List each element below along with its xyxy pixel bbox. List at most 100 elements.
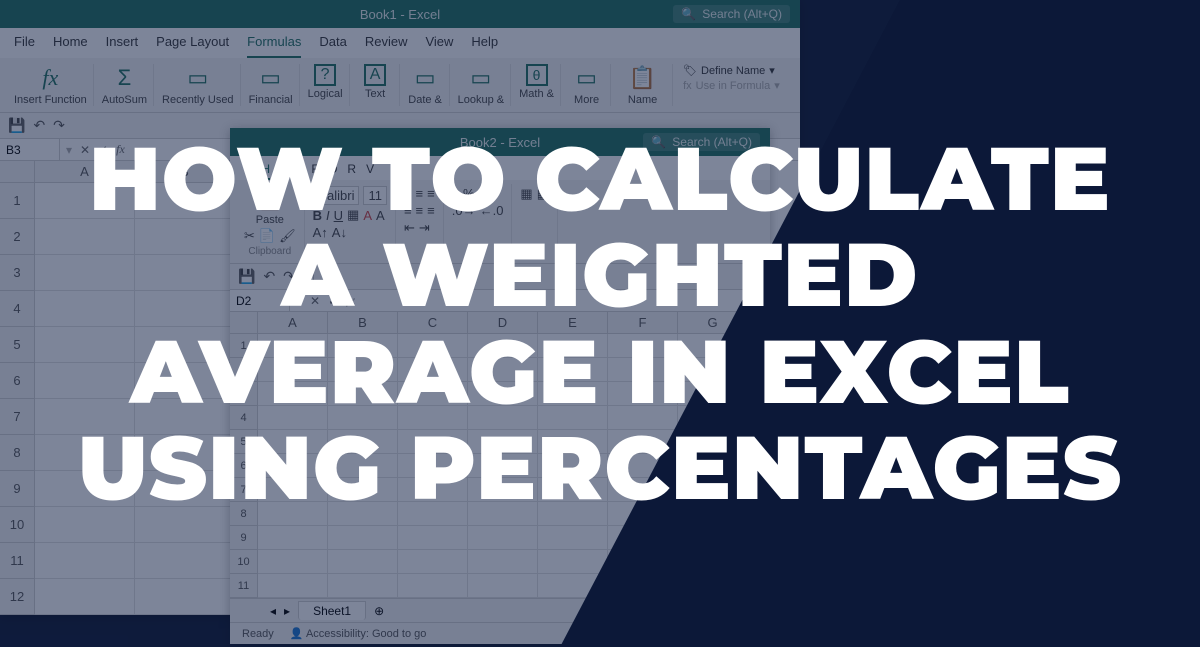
cell[interactable] xyxy=(328,382,398,406)
row-header[interactable]: 4 xyxy=(0,291,35,327)
cell[interactable] xyxy=(398,526,468,550)
row-header[interactable]: 12 xyxy=(0,579,35,615)
select-all-corner-front[interactable] xyxy=(230,312,258,334)
math-trig-button[interactable]: θ Math & xyxy=(513,64,561,106)
cell[interactable] xyxy=(35,543,135,579)
row-header[interactable]: 11 xyxy=(230,574,258,598)
row-header[interactable]: 10 xyxy=(230,550,258,574)
cell[interactable] xyxy=(468,430,538,454)
decrease-indent-icon[interactable]: ⇤ xyxy=(404,220,415,236)
cell[interactable] xyxy=(258,478,328,502)
copy-icon[interactable]: 📄 xyxy=(259,228,275,244)
conditional-format-icon[interactable]: ▦ xyxy=(520,186,532,202)
cell[interactable] xyxy=(538,526,608,550)
cell[interactable] xyxy=(258,454,328,478)
tab-data-front[interactable]: D xyxy=(329,162,338,180)
column-header[interactable]: A xyxy=(258,312,328,334)
font-size-select[interactable]: 11 xyxy=(363,186,387,205)
align-center-icon[interactable]: ≡ xyxy=(416,203,424,218)
cell[interactable] xyxy=(468,454,538,478)
cell[interactable] xyxy=(328,430,398,454)
recently-used-button[interactable]: ▭ Recently Used xyxy=(156,64,241,106)
cell[interactable] xyxy=(328,526,398,550)
cell[interactable] xyxy=(398,382,468,406)
formula-bar-front[interactable]: ▾ ✕✓ fx xyxy=(290,290,770,311)
cell[interactable] xyxy=(398,358,468,382)
date-time-button[interactable]: ▭ Date & xyxy=(402,64,450,106)
column-header[interactable]: F xyxy=(608,312,678,334)
cell[interactable] xyxy=(678,334,748,358)
underline-button[interactable]: U xyxy=(334,208,343,223)
cell[interactable] xyxy=(258,526,328,550)
cell[interactable] xyxy=(678,526,748,550)
save-icon[interactable]: 💾 xyxy=(8,117,25,134)
cell[interactable] xyxy=(258,358,328,382)
cell[interactable] xyxy=(135,543,235,579)
search-box-back[interactable]: 🔍 Search (Alt+Q) xyxy=(673,5,790,23)
row-header[interactable]: 2 xyxy=(0,219,35,255)
tab-home-front[interactable]: H xyxy=(261,162,270,180)
search-box-front[interactable]: 🔍 Search (Alt+Q) xyxy=(643,133,760,151)
row-header[interactable]: 7 xyxy=(0,399,35,435)
cell[interactable] xyxy=(608,358,678,382)
cell[interactable] xyxy=(328,358,398,382)
tab-page-layout-front[interactable]: P xyxy=(293,162,301,180)
tab-help[interactable]: Help xyxy=(471,34,498,58)
align-bottom-icon[interactable]: ≡ xyxy=(427,186,435,201)
name-box-back[interactable]: B3 xyxy=(0,139,60,160)
cell[interactable] xyxy=(35,435,135,471)
select-all-corner[interactable] xyxy=(0,161,35,183)
cell[interactable] xyxy=(608,430,678,454)
cell[interactable] xyxy=(678,502,748,526)
currency-icon[interactable]: $ xyxy=(452,186,459,201)
cell[interactable] xyxy=(678,550,748,574)
cell[interactable] xyxy=(538,358,608,382)
increase-font-icon[interactable]: A↑ xyxy=(313,225,328,240)
tab-file-front[interactable]: F xyxy=(244,162,251,180)
cell[interactable] xyxy=(135,399,235,435)
cell[interactable] xyxy=(608,574,678,598)
redo-icon[interactable]: ↷ xyxy=(283,268,295,285)
cut-icon[interactable]: ✂ xyxy=(244,228,255,244)
border-button[interactable]: ▦ xyxy=(347,207,359,223)
row-header[interactable]: 5 xyxy=(0,327,35,363)
cell[interactable] xyxy=(258,502,328,526)
cell[interactable] xyxy=(35,507,135,543)
paste-icon[interactable]: 📋 xyxy=(256,186,283,212)
font-color-button[interactable]: A xyxy=(363,208,372,223)
cell[interactable] xyxy=(135,255,235,291)
tab-insert-front[interactable]: I xyxy=(280,162,283,180)
redo-icon[interactable]: ↷ xyxy=(53,117,65,134)
row-header[interactable]: 9 xyxy=(0,471,35,507)
row-header[interactable]: 6 xyxy=(0,363,35,399)
cell[interactable] xyxy=(328,334,398,358)
increase-decimal-icon[interactable]: .0→ xyxy=(452,203,476,218)
row-header[interactable]: 4 xyxy=(230,406,258,430)
cell[interactable] xyxy=(608,478,678,502)
cell[interactable] xyxy=(328,406,398,430)
new-icon[interactable]: 🗋 xyxy=(303,265,314,289)
cell[interactable] xyxy=(468,334,538,358)
cell[interactable] xyxy=(35,183,135,219)
cell[interactable] xyxy=(538,478,608,502)
align-right-icon[interactable]: ≡ xyxy=(427,203,435,218)
lookup-button[interactable]: ▭ Lookup & xyxy=(452,64,511,106)
undo-icon[interactable]: ↶ xyxy=(263,268,275,285)
tab-formulas-front[interactable]: F xyxy=(311,162,318,180)
cell[interactable] xyxy=(678,382,748,406)
fill-color-button[interactable]: A xyxy=(376,208,385,223)
tab-home[interactable]: Home xyxy=(53,34,88,58)
cell[interactable] xyxy=(608,334,678,358)
tab-file[interactable]: File xyxy=(14,34,35,58)
text-button[interactable]: A Text xyxy=(352,64,400,106)
cell[interactable] xyxy=(608,550,678,574)
decrease-decimal-icon[interactable]: ←.0 xyxy=(480,203,504,218)
row-header[interactable]: 6 xyxy=(230,454,258,478)
font-name-select[interactable]: Calibri xyxy=(313,186,360,205)
cell[interactable] xyxy=(608,526,678,550)
row-header[interactable]: 7 xyxy=(230,478,258,502)
row-header[interactable]: 2 xyxy=(230,358,258,382)
cell[interactable] xyxy=(608,406,678,430)
column-header[interactable]: G xyxy=(678,312,748,334)
cell[interactable] xyxy=(258,334,328,358)
